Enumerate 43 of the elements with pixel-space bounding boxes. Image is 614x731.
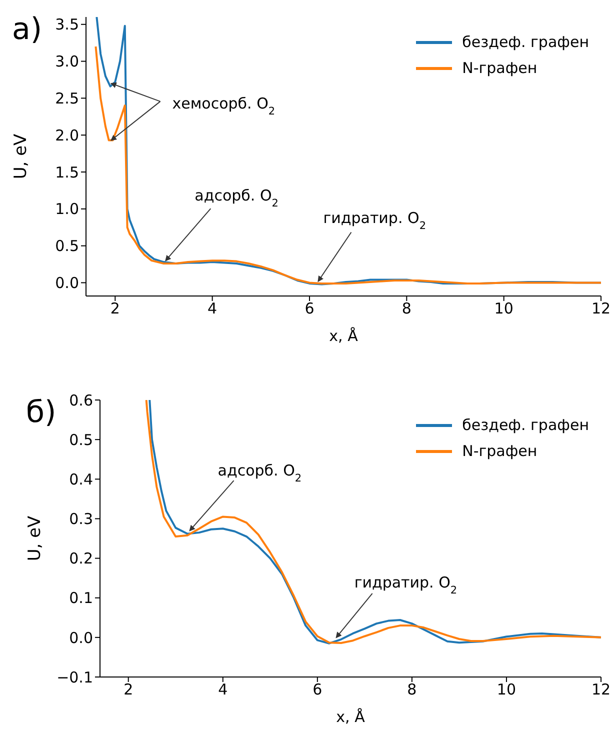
y-tick-label: 3.0 [55, 52, 79, 71]
y-tick-label: 1.5 [55, 163, 79, 182]
x-tick-label: 6 [304, 300, 314, 318]
legend-label: N-графен [462, 59, 538, 77]
y-axis-title: U, eV [25, 515, 45, 562]
chart-title: а) [12, 12, 42, 47]
legend-label: бездеф. графен [462, 416, 589, 434]
x-axis-title: x, Å [329, 327, 359, 345]
x-tick-label: 12 [591, 680, 611, 699]
x-axis-title: x, Å [336, 708, 366, 726]
y-tick-label: 0.2 [69, 550, 93, 568]
y-tick-label: −0.1 [56, 668, 93, 686]
x-tick-label: 4 [218, 680, 228, 699]
y-tick-label: 0.0 [69, 628, 93, 647]
y-tick-label: 0.1 [69, 589, 93, 608]
y-tick-label: 0.6 [69, 391, 93, 410]
x-tick-label: 10 [494, 300, 514, 318]
y-tick-label: 0.5 [55, 237, 79, 256]
x-tick-label: 8 [402, 300, 412, 318]
annotation: гидратир. O$_{2}$ [354, 573, 458, 596]
x-tick-label: 10 [496, 680, 516, 699]
legend-label: N-графен [462, 442, 538, 460]
x-tick-label: 2 [110, 300, 120, 318]
y-tick-label: 0.4 [69, 470, 93, 488]
x-tick-label: 8 [407, 680, 417, 699]
annotation: адсорб. O$_{2}$ [218, 462, 302, 485]
x-tick-label: 12 [591, 300, 611, 318]
y-tick-label: 3.5 [55, 16, 79, 34]
annotation: хемосорб. O$_{2}$ [172, 94, 276, 118]
x-tick-label: 2 [124, 680, 134, 699]
y-tick-label: 1.0 [55, 200, 79, 218]
y-tick-label: 0.5 [69, 430, 93, 449]
x-tick-label: 6 [312, 680, 322, 699]
annotation: гидратир. O$_{2}$ [323, 209, 426, 232]
y-tick-label: 0.0 [55, 274, 79, 292]
x-tick-label: 4 [208, 300, 218, 318]
y-tick-label: 2.0 [55, 126, 79, 144]
legend-label: бездеф. графен [462, 33, 589, 51]
y-tick-label: 2.5 [55, 90, 79, 108]
y-axis-title: U, eV [11, 133, 31, 180]
annotation: адсорб. O$_{2}$ [194, 186, 278, 210]
y-tick-label: 0.3 [69, 510, 93, 528]
chart-title: б) [26, 395, 56, 430]
